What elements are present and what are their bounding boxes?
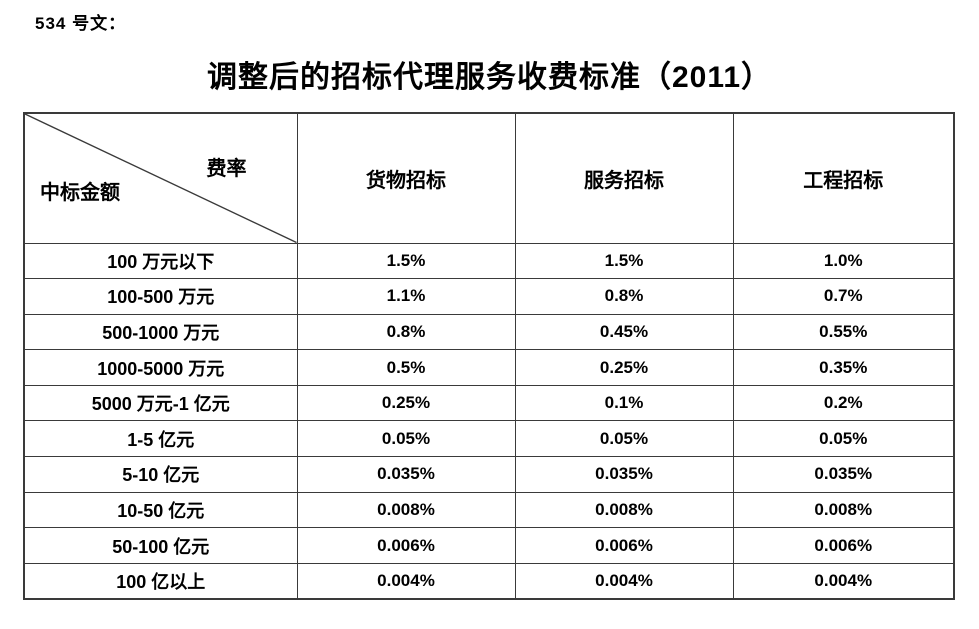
rate-cell: 0.035%	[296, 456, 516, 493]
rate-cell: 0.008%	[732, 491, 955, 529]
rate-cell: 0.035%	[514, 456, 734, 493]
header-row: 费率 中标金额 货物招标 服务招标 工程招标	[23, 112, 955, 244]
amount-range-cell: 100 万元以下	[23, 242, 298, 280]
table-row: 100-500 万元 1.1% 0.8% 0.7%	[23, 278, 955, 315]
table-row: 100 万元以下 1.5% 1.5% 1.0%	[23, 242, 955, 280]
rate-cell: 0.8%	[296, 313, 516, 351]
table-row: 1000-5000 万元 0.5% 0.25% 0.35%	[23, 349, 955, 386]
document-number-label: 534 号文：	[35, 14, 127, 33]
amount-range-cell: 10-50 亿元	[23, 491, 298, 529]
table-row: 10-50 亿元 0.008% 0.008% 0.008%	[23, 491, 955, 529]
column-header-engineering: 工程招标	[732, 112, 955, 244]
rate-cell: 0.008%	[296, 491, 516, 529]
amount-range-cell: 100 亿以上	[23, 562, 298, 600]
rate-cell: 1.0%	[732, 242, 955, 280]
rate-cell: 0.05%	[514, 420, 734, 458]
column-header-goods: 货物招标	[296, 112, 516, 244]
rate-cell: 0.004%	[514, 562, 734, 600]
amount-range-cell: 5-10 亿元	[23, 456, 298, 493]
rate-cell: 1.5%	[514, 242, 734, 280]
rate-cell: 1.5%	[296, 242, 516, 280]
amount-range-cell: 5000 万元-1 亿元	[23, 384, 298, 422]
table-row: 5-10 亿元 0.035% 0.035% 0.035%	[23, 456, 955, 493]
rate-cell: 0.004%	[732, 562, 955, 600]
rate-cell: 0.35%	[732, 349, 955, 386]
rate-cell: 0.2%	[732, 384, 955, 422]
rate-cell: 0.8%	[514, 278, 734, 315]
amount-range-cell: 500-1000 万元	[23, 313, 298, 351]
rate-cell: 0.7%	[732, 278, 955, 315]
amount-range-cell: 50-100 亿元	[23, 527, 298, 564]
rate-cell: 0.25%	[296, 384, 516, 422]
rate-cell: 0.25%	[514, 349, 734, 386]
rate-cell: 0.05%	[296, 420, 516, 458]
rate-cell: 0.45%	[514, 313, 734, 351]
rate-cell: 0.008%	[514, 491, 734, 529]
amount-range-cell: 100-500 万元	[23, 278, 298, 315]
rate-cell: 0.004%	[296, 562, 516, 600]
rate-cell: 0.1%	[514, 384, 734, 422]
table-row: 5000 万元-1 亿元 0.25% 0.1% 0.2%	[23, 384, 955, 422]
rate-cell: 1.1%	[296, 278, 516, 315]
rate-cell: 0.006%	[732, 527, 955, 564]
table-row: 500-1000 万元 0.8% 0.45% 0.55%	[23, 313, 955, 351]
corner-label-rate: 费率	[206, 158, 247, 180]
rate-cell: 0.5%	[296, 349, 516, 386]
corner-header-cell: 费率 中标金额	[23, 112, 298, 244]
table-row: 100 亿以上 0.004% 0.004% 0.004%	[23, 562, 955, 600]
page-title: 调整后的招标代理服务收费标准（2011）	[206, 61, 773, 94]
rate-cell: 0.006%	[296, 527, 516, 564]
column-header-services: 服务招标	[514, 112, 734, 244]
diagonal-divider	[25, 114, 297, 243]
rate-cell: 0.55%	[732, 313, 955, 351]
fee-rate-table: 费率 中标金额 货物招标 服务招标 工程招标 100 万元以下 1.5% 1.5…	[23, 112, 955, 600]
rate-cell: 0.05%	[732, 420, 955, 458]
rate-cell: 0.006%	[514, 527, 734, 564]
table-row: 1-5 亿元 0.05% 0.05% 0.05%	[23, 420, 955, 458]
corner-label-amount: 中标金额	[40, 181, 120, 204]
rate-cell: 0.035%	[732, 456, 955, 493]
table-row: 50-100 亿元 0.006% 0.006% 0.006%	[23, 527, 955, 564]
amount-range-cell: 1-5 亿元	[23, 420, 298, 458]
amount-range-cell: 1000-5000 万元	[23, 349, 298, 386]
